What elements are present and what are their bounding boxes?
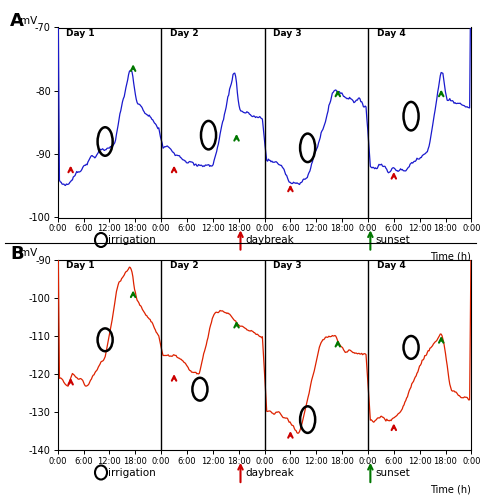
Text: Day 2: Day 2 <box>169 261 198 270</box>
Text: irrigation: irrigation <box>108 468 156 477</box>
Text: mV: mV <box>21 248 37 258</box>
Text: daybreak: daybreak <box>245 468 293 477</box>
Text: Day 1: Day 1 <box>66 30 95 38</box>
Text: Day 2: Day 2 <box>169 30 198 38</box>
Text: A: A <box>10 12 24 30</box>
Text: sunset: sunset <box>374 235 409 245</box>
Text: mV: mV <box>21 16 37 26</box>
Text: Time (h): Time (h) <box>430 252 470 262</box>
Text: Day 4: Day 4 <box>376 261 405 270</box>
Text: daybreak: daybreak <box>245 235 293 245</box>
Text: Day 4: Day 4 <box>376 30 405 38</box>
Text: irrigation: irrigation <box>108 235 156 245</box>
Text: Day 3: Day 3 <box>273 30 301 38</box>
Text: sunset: sunset <box>374 468 409 477</box>
Text: Day 3: Day 3 <box>273 261 301 270</box>
Text: Day 1: Day 1 <box>66 261 95 270</box>
Text: B: B <box>10 245 24 263</box>
Text: Time (h): Time (h) <box>430 484 470 494</box>
